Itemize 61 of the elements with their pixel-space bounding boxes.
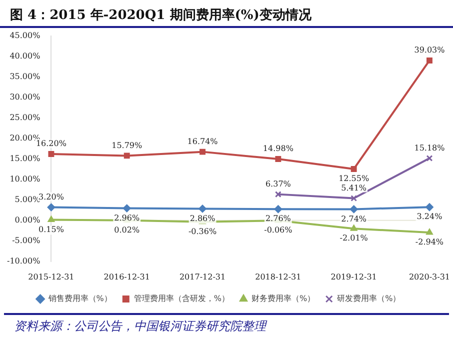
y-tick-label: 35.00% — [10, 72, 41, 82]
point — [47, 203, 56, 212]
x-tick-label: 2017-12-31 — [179, 272, 226, 282]
data-label: 12.55% — [338, 174, 370, 184]
y-tick-label: 25.00% — [10, 113, 41, 122]
data-label: 39.03% — [414, 46, 446, 55]
point — [274, 191, 282, 198]
point — [122, 204, 131, 212]
x-tick-label: 2020-3-31 — [408, 272, 450, 282]
point — [350, 166, 357, 172]
y-tick-label: 45.00% — [10, 31, 41, 40]
point — [48, 151, 54, 158]
point — [124, 152, 130, 159]
y-tick-label: -10.00% — [6, 256, 41, 266]
point — [425, 203, 434, 212]
point — [275, 156, 282, 162]
x-tick-label: 2016-12-31 — [104, 272, 150, 282]
legend-label: 管理费用率（含研发，%） — [134, 294, 230, 304]
data-label: 15.79% — [112, 140, 143, 150]
data-label: 15.18% — [414, 143, 446, 152]
data-label: 0.02% — [114, 225, 140, 234]
data-label: 2.96% — [114, 213, 140, 222]
data-label: -2.01% — [340, 234, 368, 243]
point — [198, 204, 207, 213]
data-label: 6.37% — [265, 179, 292, 188]
legend-label: 研发费用率（%） — [337, 294, 401, 304]
legend-label: 销售费用率（%） — [47, 294, 112, 304]
y-tick-label: 15.00% — [10, 154, 41, 164]
data-label: 2.74% — [341, 214, 367, 224]
data-label: 14.98% — [262, 144, 294, 154]
y-tick-label: 30.00% — [10, 92, 41, 102]
x-tick-label: 2018-12-31 — [255, 272, 302, 282]
x-tick-label: 2019-12-31 — [330, 272, 377, 282]
data-label: -0.06% — [264, 226, 293, 235]
point — [350, 205, 358, 214]
point — [350, 224, 358, 231]
data-label: 2.86% — [190, 214, 216, 223]
chart-title: 图 4：2015 年-2020Q1 期间费用率(%)变动情况 — [0, 0, 453, 28]
data-label: 3.24% — [416, 212, 443, 222]
data-label: -0.36% — [188, 226, 217, 236]
point — [426, 154, 433, 162]
point — [350, 195, 358, 202]
data-label: 3.20% — [38, 192, 64, 202]
point — [274, 205, 282, 214]
data-label: 16.20% — [36, 139, 67, 148]
y-tick-label: 10.00% — [10, 174, 41, 184]
legend-label: 财务费用率（%） — [252, 294, 316, 304]
y-tick-label: 40.00% — [10, 52, 41, 61]
point — [426, 228, 434, 235]
text: 资料来源：公司公告，中国银河证券研究院整理 — [4, 313, 449, 335]
x-tick-label: 2015-12-31 — [28, 272, 74, 282]
point — [200, 148, 206, 155]
y-tick-label: 0.00% — [14, 215, 41, 224]
y-tick-label: -5.00% — [12, 236, 41, 245]
data-label: 0.15% — [38, 224, 64, 234]
data-label: 16.74% — [187, 136, 218, 146]
point — [48, 216, 55, 222]
point — [426, 57, 432, 64]
y-tick-label: 5.00% — [14, 195, 41, 204]
data-label: 5.41% — [341, 183, 367, 192]
data-label: -2.94% — [415, 238, 444, 247]
